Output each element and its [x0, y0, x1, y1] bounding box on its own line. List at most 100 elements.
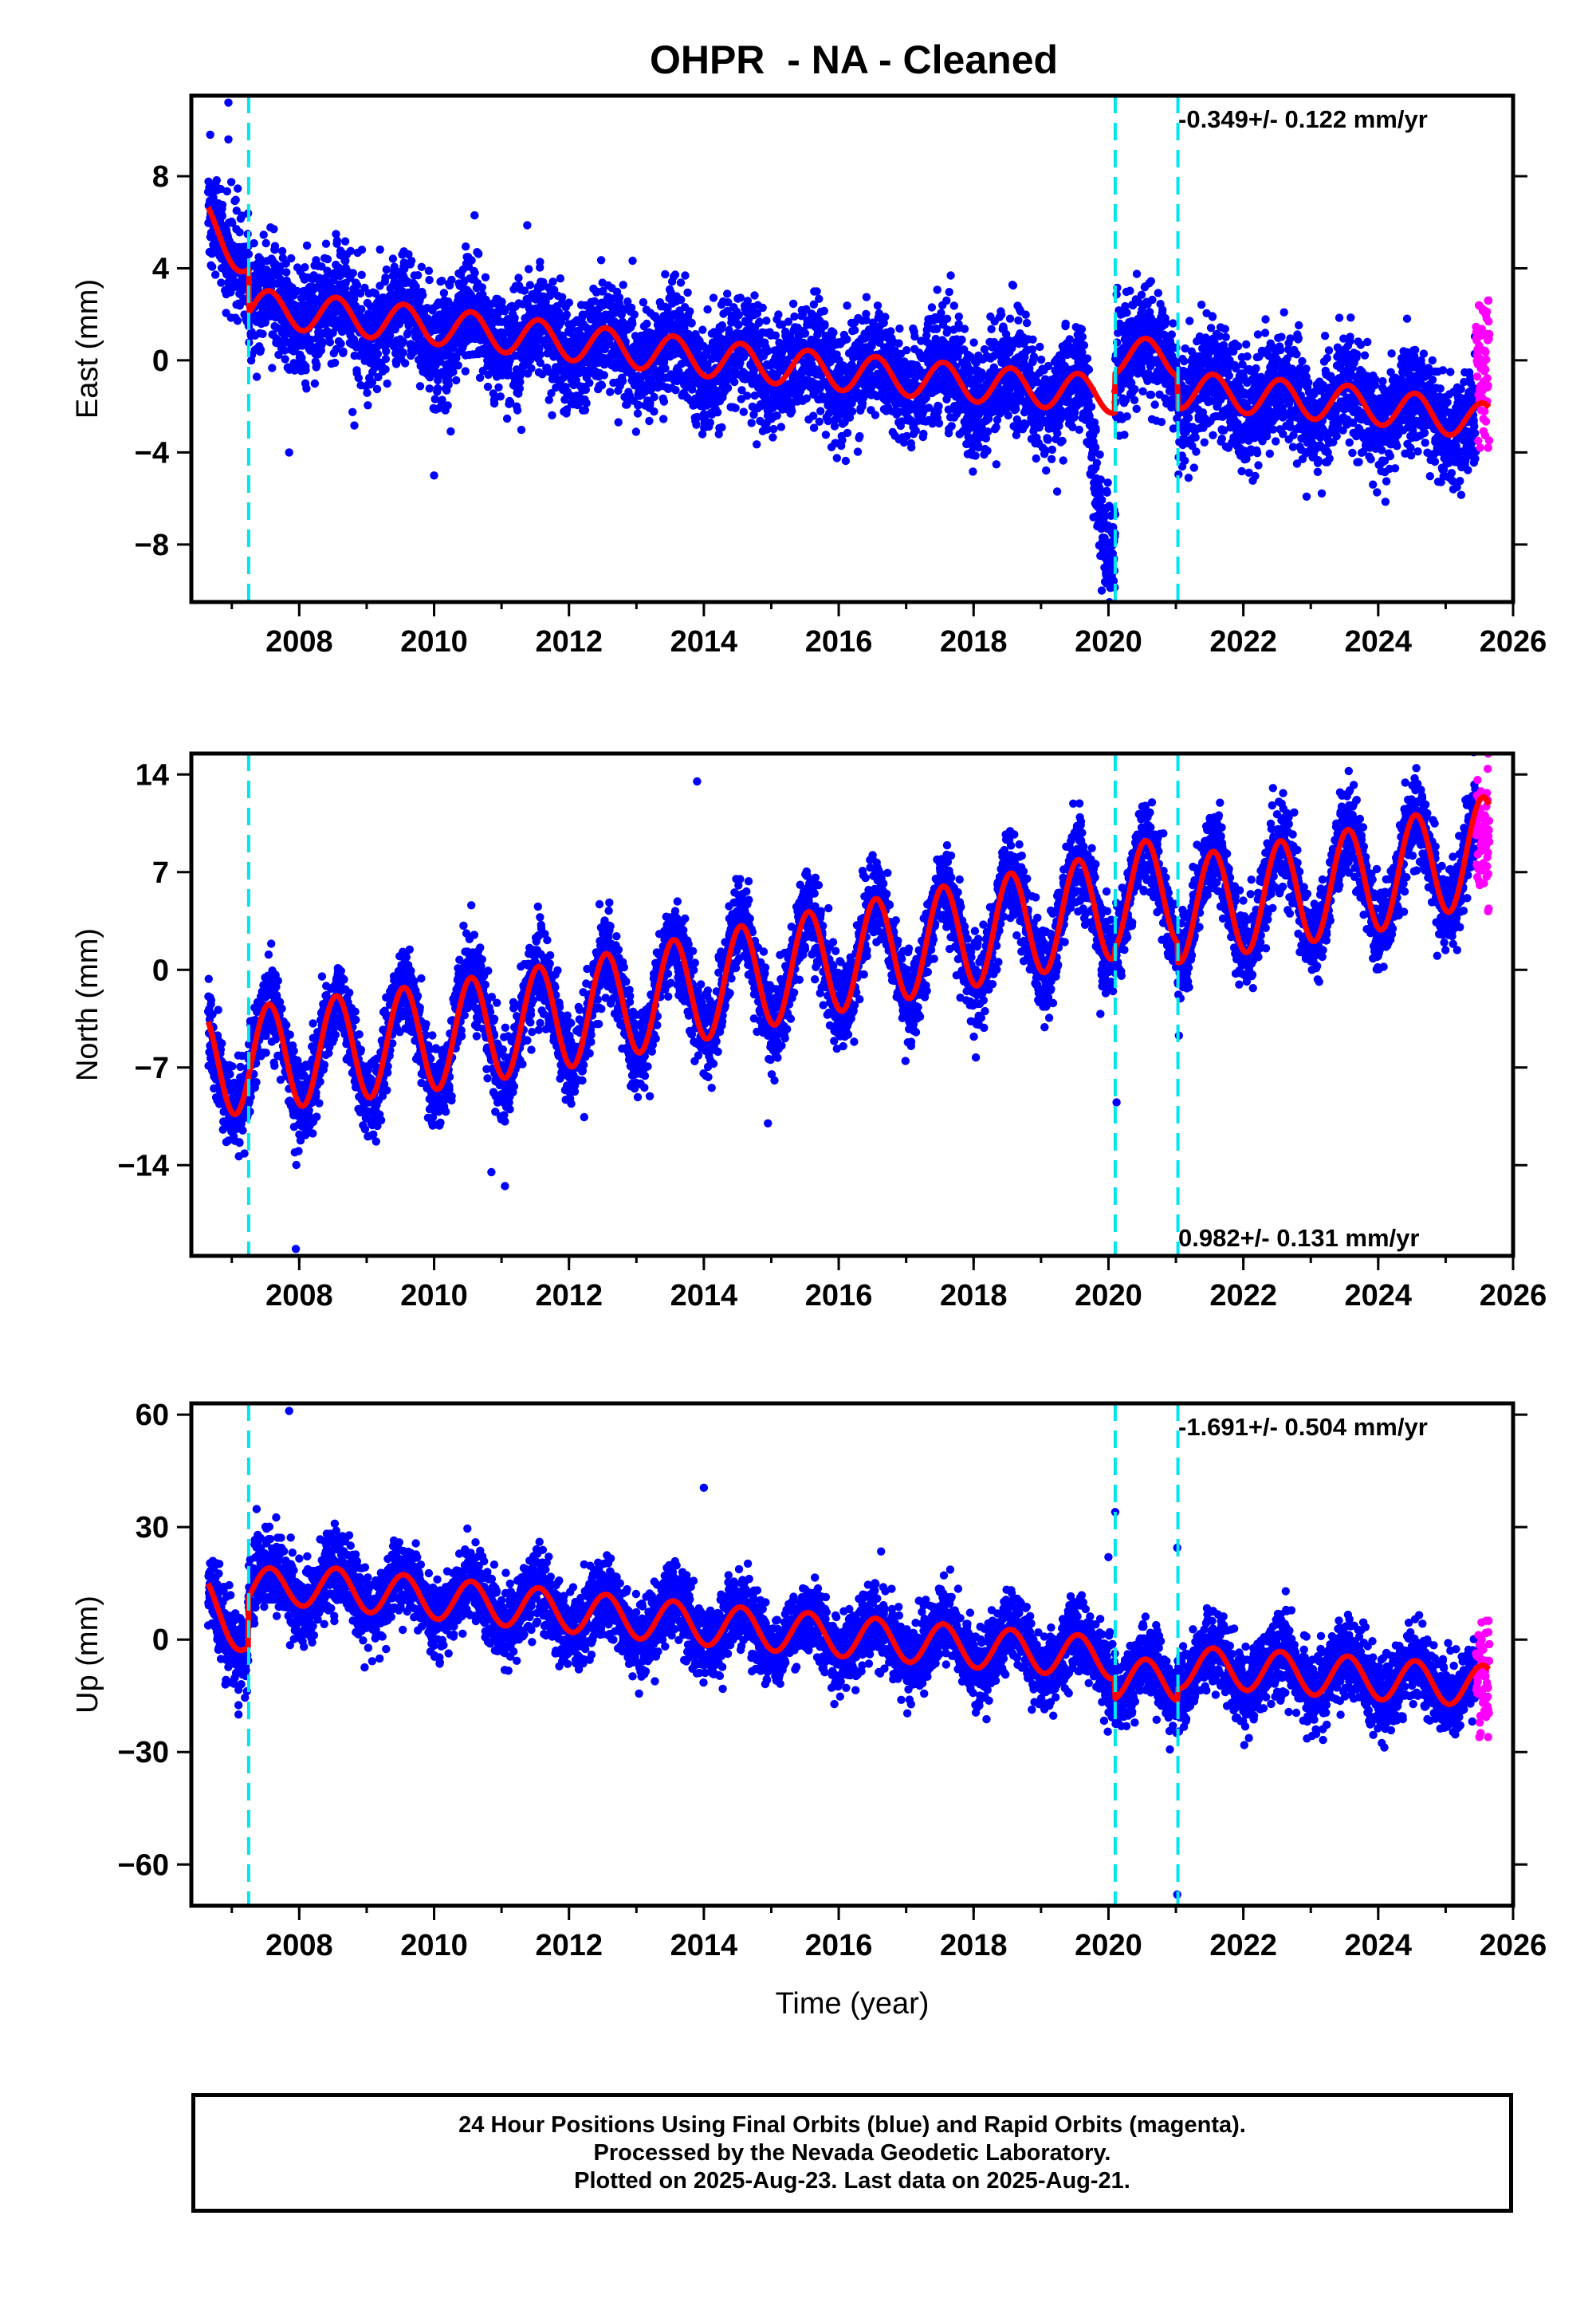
- data-point: [514, 274, 523, 282]
- data-point: [446, 427, 455, 436]
- data-point: [564, 298, 573, 307]
- data-point: [336, 339, 345, 348]
- data-point: [325, 338, 335, 347]
- data-point: [723, 289, 732, 298]
- data-point: [474, 250, 483, 258]
- data-point: [419, 291, 427, 300]
- chart-title: OHPR - NA - Cleaned: [0, 37, 1596, 83]
- data-point: [341, 257, 350, 266]
- data-point: [562, 310, 571, 319]
- data-point: [346, 246, 355, 255]
- data-point: [585, 379, 594, 388]
- data-point: [315, 274, 324, 282]
- data-point: [1122, 412, 1131, 421]
- data-point: [364, 401, 372, 410]
- data-point: [937, 309, 945, 317]
- data-point: [907, 443, 916, 452]
- data-point: [1103, 478, 1112, 487]
- data-point: [403, 329, 412, 337]
- data-point: [357, 246, 367, 254]
- data-point: [447, 275, 456, 285]
- data-point: [815, 417, 824, 426]
- data-point: [217, 278, 226, 287]
- data-point: [494, 383, 503, 392]
- data-point: [269, 225, 278, 234]
- data-point: [274, 350, 283, 360]
- data-point: [1100, 603, 1108, 611]
- data-point: [812, 287, 821, 296]
- data-point: [523, 221, 532, 230]
- data-point: [800, 329, 810, 338]
- data-point: [259, 230, 268, 239]
- data-point: [788, 407, 796, 415]
- data-point: [1021, 310, 1030, 319]
- data-point: [992, 423, 1000, 431]
- data-point: [1079, 340, 1089, 350]
- data-point: [386, 331, 395, 340]
- data-point: [360, 283, 369, 293]
- data-point: [934, 419, 944, 428]
- data-point: [753, 440, 761, 449]
- data-point: [525, 265, 533, 274]
- data-point: [703, 305, 712, 314]
- data-point: [270, 242, 280, 250]
- data-point: [769, 433, 777, 442]
- data-point: [942, 296, 951, 305]
- data-point: [293, 286, 302, 296]
- data-point: [670, 270, 680, 279]
- data-point: [424, 266, 434, 275]
- data-point: [407, 256, 416, 266]
- data-point: [211, 270, 220, 279]
- data-point: [1012, 404, 1020, 414]
- data-point: [222, 187, 231, 196]
- data-point: [1036, 342, 1044, 352]
- data-point: [348, 269, 357, 277]
- data-point: [639, 297, 648, 307]
- data-layer: [203, 98, 1494, 611]
- data-point: [297, 293, 306, 303]
- data-point: [478, 283, 486, 292]
- data-point: [438, 277, 446, 285]
- data-point: [580, 406, 590, 415]
- data-point: [261, 238, 270, 248]
- data-point: [454, 361, 462, 370]
- data-point: [301, 366, 310, 375]
- data-point: [1032, 454, 1040, 463]
- data-point: [301, 263, 309, 272]
- data-point: [987, 325, 996, 333]
- data-point: [517, 425, 526, 435]
- data-point: [788, 299, 798, 309]
- data-point: [692, 420, 701, 429]
- data-point: [717, 321, 727, 330]
- data-point: [614, 418, 623, 427]
- data-point: [1122, 308, 1131, 317]
- data-point: [743, 392, 752, 400]
- data-point: [1058, 436, 1067, 446]
- data-point: [683, 288, 692, 297]
- data-point: [829, 328, 838, 337]
- data-point: [1029, 352, 1039, 361]
- data-point: [957, 335, 966, 344]
- data-point: [619, 281, 627, 289]
- data-point: [650, 407, 658, 416]
- data-point: [686, 307, 694, 316]
- data-point: [212, 175, 221, 185]
- data-point: [244, 250, 254, 258]
- data-point: [381, 355, 391, 364]
- data-point: [371, 289, 380, 298]
- data-point: [373, 349, 383, 359]
- data-point: [372, 384, 382, 394]
- data-point: [774, 310, 783, 319]
- data-point: [997, 310, 1006, 319]
- data-point: [414, 271, 423, 280]
- data-point: [235, 228, 244, 237]
- data-point: [830, 422, 839, 431]
- data-point: [762, 317, 771, 325]
- data-point: [1095, 483, 1104, 492]
- data-point: [1053, 429, 1062, 438]
- data-point: [750, 291, 759, 300]
- data-point: [843, 428, 852, 438]
- data-point: [470, 269, 479, 277]
- data-point: [954, 312, 964, 321]
